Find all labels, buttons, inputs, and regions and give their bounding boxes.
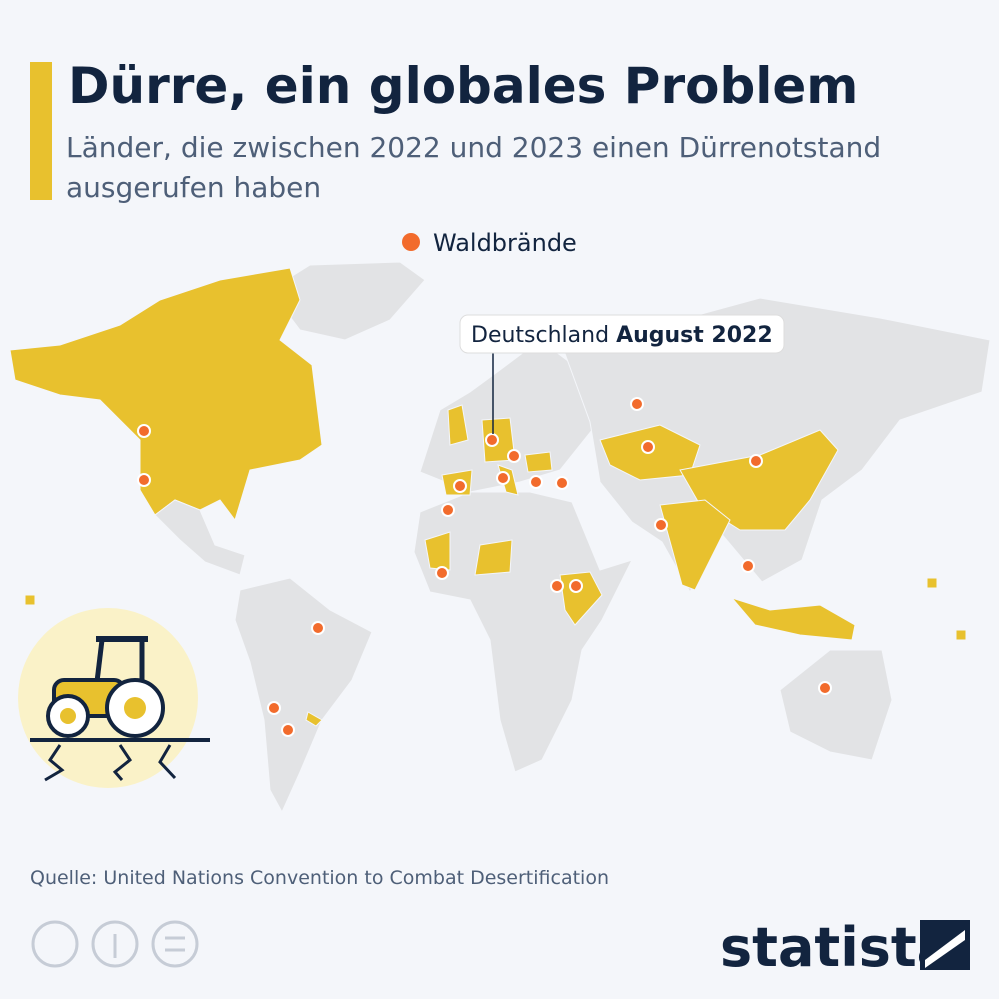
australia xyxy=(779,649,893,761)
fire-marker xyxy=(630,397,644,411)
fire-marker xyxy=(281,723,295,737)
brand: statista xyxy=(720,916,953,979)
island xyxy=(926,577,938,589)
niger xyxy=(474,539,513,576)
island xyxy=(955,629,967,641)
world-map xyxy=(9,261,991,814)
fire-marker xyxy=(267,701,281,715)
mali xyxy=(424,531,451,571)
africa xyxy=(413,491,633,773)
fire-marker xyxy=(311,621,325,635)
indonesia xyxy=(730,596,856,641)
uk xyxy=(447,404,469,446)
fire-marker xyxy=(529,475,543,489)
accent-bar xyxy=(30,62,52,200)
brand-logo-mark xyxy=(925,930,965,968)
fire-marker xyxy=(496,471,510,485)
license-icons xyxy=(31,920,199,968)
callout-date: August 2022 xyxy=(616,323,773,348)
legend-label: Waldbrände xyxy=(433,229,577,257)
subtitle-box: Länder, die zwischen 2022 und 2023 einen… xyxy=(66,131,882,204)
fire-markers xyxy=(137,397,832,737)
source: Quelle: United Nations Convention to Com… xyxy=(30,867,609,889)
balkans xyxy=(524,451,553,473)
legend-marker xyxy=(402,233,420,251)
fire-marker xyxy=(485,433,499,447)
fire-marker xyxy=(453,479,467,493)
fire-marker xyxy=(654,518,668,532)
fire-marker xyxy=(555,476,569,490)
callout-text: Deutschland August 2022 xyxy=(471,323,773,348)
fire-marker xyxy=(435,566,449,580)
fire-marker xyxy=(641,440,655,454)
tractor-icon xyxy=(18,608,210,788)
fire-marker xyxy=(441,503,455,517)
fire-marker xyxy=(550,579,564,593)
central-america xyxy=(154,499,246,576)
fire-marker xyxy=(569,579,583,593)
title: Dürre, ein globales Problem xyxy=(68,57,858,115)
uruguay xyxy=(305,711,323,727)
subtitle: Länder, die zwischen 2022 und 2023 einen… xyxy=(66,131,882,204)
callout-country: Deutschland xyxy=(471,323,609,348)
usa-canada xyxy=(9,267,323,522)
greenland xyxy=(269,261,426,341)
fire-marker xyxy=(749,454,763,468)
fire-marker xyxy=(137,473,151,487)
island xyxy=(24,594,36,606)
fire-marker xyxy=(137,424,151,438)
south-america xyxy=(234,577,373,814)
fire-marker xyxy=(507,449,521,463)
fire-marker xyxy=(741,559,755,573)
fire-marker xyxy=(818,681,832,695)
callout-box xyxy=(459,314,785,354)
india xyxy=(659,499,731,591)
